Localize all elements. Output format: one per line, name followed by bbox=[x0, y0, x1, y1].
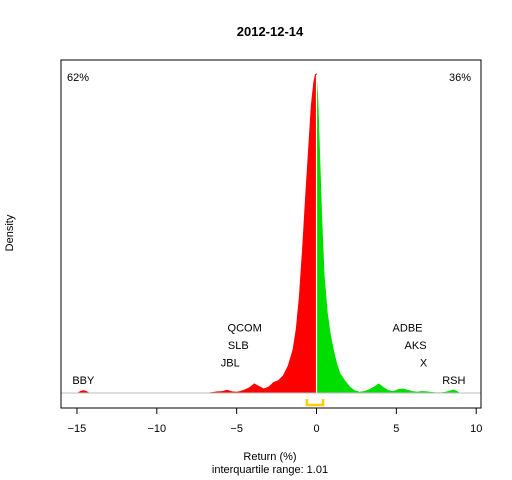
left-percent-label: 62% bbox=[67, 72, 89, 84]
x-axis-label: Return (%) bbox=[243, 451, 296, 463]
ticker-label: ADBE bbox=[393, 323, 423, 335]
ticker-label: X bbox=[420, 358, 428, 370]
positive-density-area bbox=[316, 73, 461, 393]
ticker-labels: BBY QCOM SLB JBL ADBE AKS X RSH bbox=[72, 323, 465, 388]
x-tick-label: −15 bbox=[68, 423, 87, 435]
x-tick-label: −10 bbox=[147, 423, 166, 435]
right-percent-label: 36% bbox=[449, 72, 471, 84]
ticker-label: BBY bbox=[72, 375, 95, 387]
ticker-label: JBL bbox=[221, 358, 240, 370]
ticker-label: QCOM bbox=[228, 323, 262, 335]
x-tick-label: 10 bbox=[470, 423, 482, 435]
chart-title: 2012-12-14 bbox=[237, 24, 304, 39]
ticker-label: SLB bbox=[228, 340, 249, 352]
iqr-subtitle: interquartile range: 1.01 bbox=[212, 464, 328, 476]
negative-density-area bbox=[77, 73, 317, 393]
x-tick-label: 5 bbox=[393, 423, 399, 435]
ticker-label: RSH bbox=[442, 375, 465, 387]
ticker-label: AKS bbox=[405, 340, 427, 352]
x-axis: −15 −10 −5 0 5 10 bbox=[68, 408, 482, 435]
x-tick-label: −5 bbox=[230, 423, 243, 435]
x-tick-label: 0 bbox=[313, 423, 319, 435]
plot-area bbox=[61, 73, 481, 407]
iqr-bracket bbox=[305, 399, 325, 407]
plot-frame bbox=[60, 59, 482, 409]
y-axis-label: Density bbox=[4, 214, 16, 251]
